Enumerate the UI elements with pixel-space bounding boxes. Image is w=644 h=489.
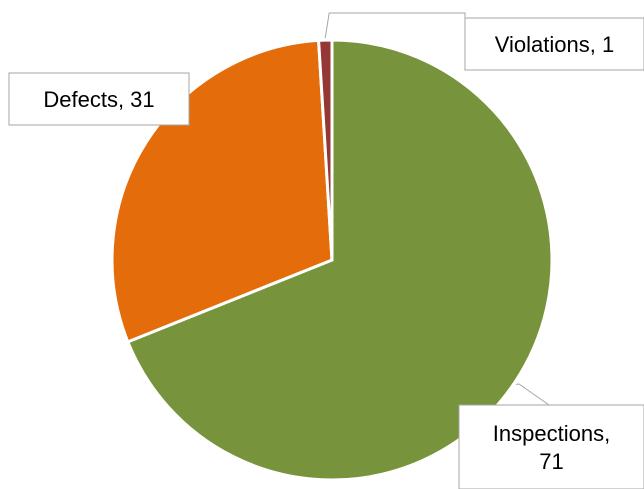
data-label-box-defects [8, 72, 190, 126]
leader-line-violations [324, 12, 466, 39]
pie-slice-inspections [125, 38, 554, 482]
data-label-defects: Defects, 31 [43, 87, 154, 112]
leader-lines-layer [324, 12, 550, 406]
data-label-line-inspections-2: 71 [539, 449, 563, 474]
slices-layer [110, 38, 554, 482]
data-label-inspections: Inspections, 71 [493, 421, 610, 474]
data-label-line-inspections-1: Inspections, [493, 421, 610, 446]
data-labels-layer: Inspections, 71 Defects, 31 Violations, 1 [8, 17, 644, 489]
leader-line-inspections [515, 383, 550, 406]
data-label-violations: Violations, 1 [495, 32, 614, 57]
data-label-line-defects-1: Defects, 31 [43, 87, 154, 112]
data-label-box-violations [464, 17, 644, 71]
data-label-line-violations-1: Violations, 1 [495, 32, 614, 57]
data-label-box-inspections [458, 404, 644, 489]
pie-slice-violations [317, 38, 334, 261]
